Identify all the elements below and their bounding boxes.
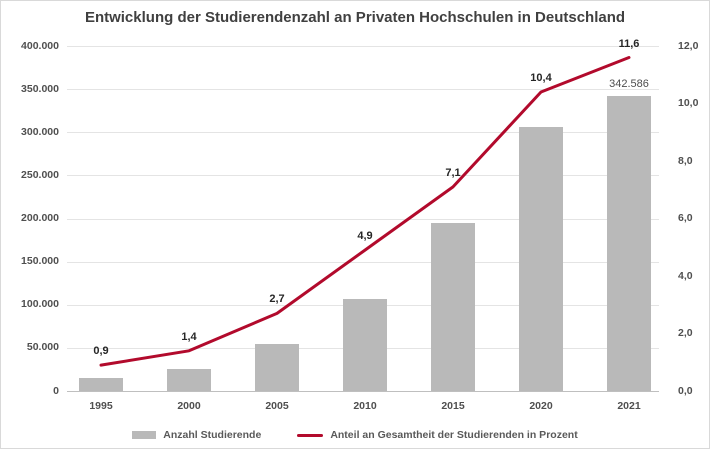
x-axis-tick: 2000	[177, 400, 201, 412]
y-axis-right-tick: 0,0	[678, 384, 693, 397]
gridline	[67, 89, 659, 91]
y-axis-left-tick: 50.000	[26, 341, 59, 354]
y-axis-left-tick: 0	[53, 384, 59, 397]
line-point-label: 10,4	[530, 72, 552, 84]
y-axis-left-tick: 200.000	[21, 212, 59, 224]
legend-bar-swatch-icon	[132, 431, 157, 439]
gridline	[67, 46, 659, 47]
gridline	[67, 261, 659, 263]
x-axis-tick: 2005	[265, 400, 289, 412]
x-axis-tick: 2015	[441, 400, 465, 412]
bar-2000	[167, 369, 211, 391]
line-point-label: 11,6	[618, 37, 640, 50]
y-axis-right-tick: 8,0	[678, 154, 693, 167]
y-axis-left-tick: 300.000	[21, 125, 59, 138]
gridline	[67, 218, 659, 220]
y-axis-right-tick: 4,0	[678, 269, 693, 282]
legend: Anzahl Studierende Anteil an Gesamtheit …	[1, 429, 709, 441]
x-axis-tick: 1995	[89, 400, 113, 412]
line-point-label: 0,9	[93, 345, 109, 358]
y-axis-left-tick: 400.000	[21, 39, 59, 52]
x-axis-tick: 2010	[353, 400, 377, 412]
y-axis-left-tick: 100.000	[21, 298, 59, 311]
bar-2005	[255, 344, 299, 391]
bar-1995	[79, 378, 123, 391]
bar-2020	[519, 127, 563, 391]
x-axis-line	[67, 391, 659, 392]
bar-value-label: 342.586	[609, 77, 649, 90]
legend-item-bars: Anzahl Studierende	[132, 429, 261, 441]
y-axis-right-tick: 12,0	[678, 39, 699, 52]
y-axis-right-tick: 6,0	[678, 212, 693, 224]
line-point-label: 4,9	[357, 230, 373, 243]
legend-label-bars: Anzahl Studierende	[163, 429, 262, 441]
line-point-label: 7,1	[445, 166, 461, 179]
x-axis-tick: 2020	[529, 400, 553, 412]
x-axis-tick: 2021	[617, 400, 641, 412]
legend-item-line: Anteil an Gesamtheit der Studierenden in…	[297, 429, 578, 441]
y-axis-left-tick: 250.000	[21, 168, 59, 181]
line-point-label: 1,4	[181, 330, 197, 343]
y-axis-right-tick: 2,0	[678, 327, 693, 339]
y-axis-right-tick: 10,0	[678, 97, 699, 109]
y-axis-left-tick: 350.000	[21, 82, 59, 95]
line-point-label: 2,7	[269, 293, 285, 306]
legend-line-swatch-icon	[297, 433, 324, 437]
gridline	[67, 175, 659, 177]
y-axis-left-tick: 150.000	[21, 255, 59, 268]
legend-label-line: Anteil an Gesamtheit der Studierenden in…	[330, 429, 578, 441]
gridline	[67, 132, 659, 134]
bar-2010	[343, 298, 387, 391]
bar-2021	[607, 95, 651, 391]
chart-title: Entwicklung der Studierendenzahl an Priv…	[84, 9, 626, 26]
bar-2015	[431, 222, 475, 391]
